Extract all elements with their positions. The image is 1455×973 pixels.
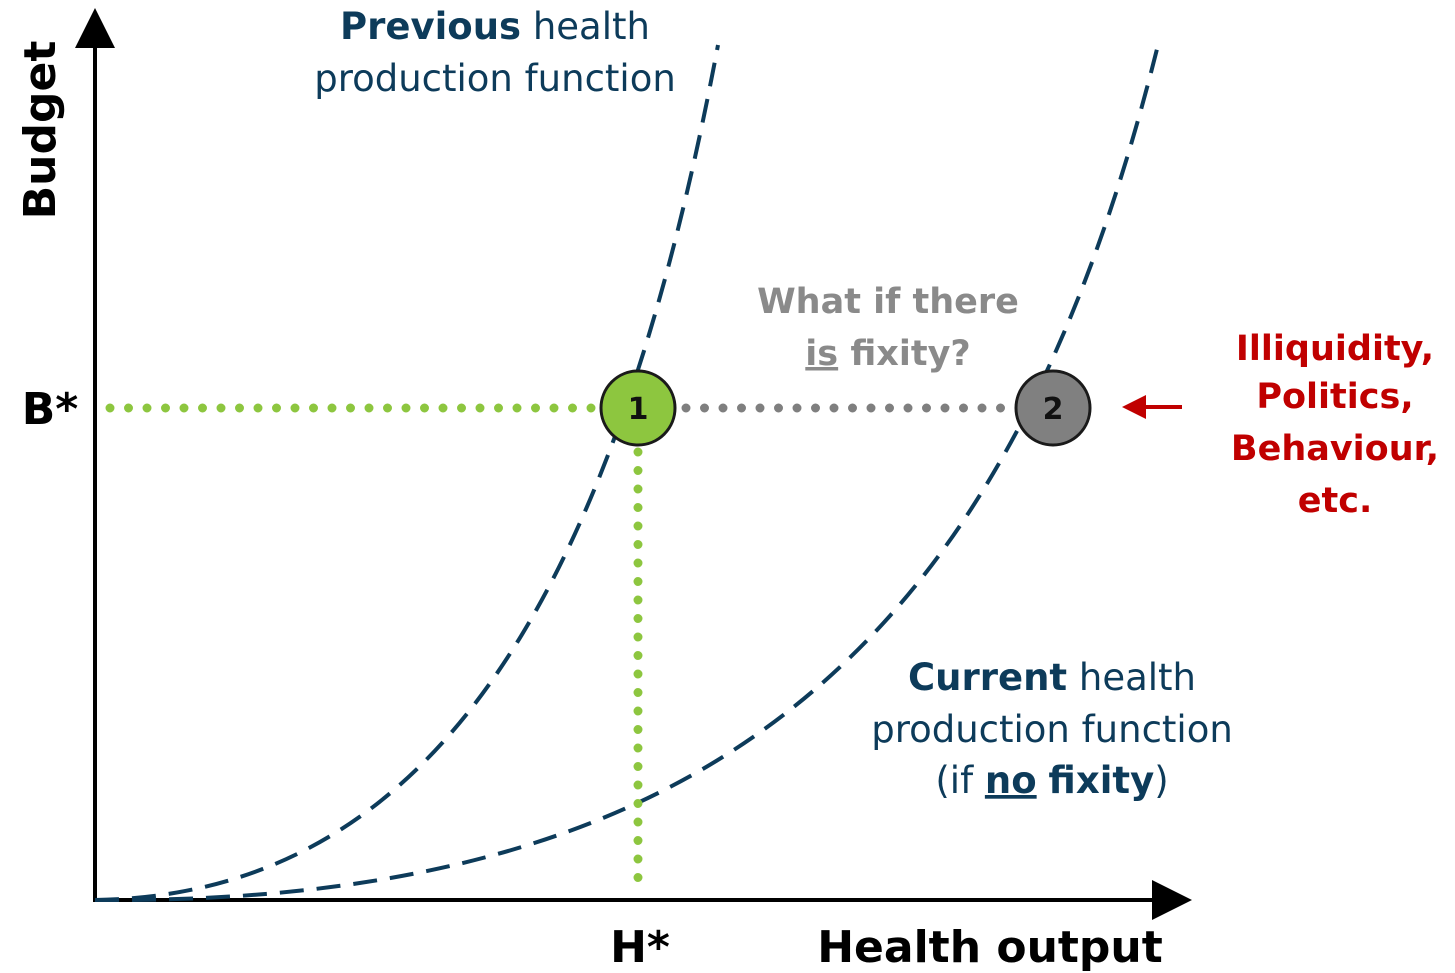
- current-curve: [94, 44, 1160, 903]
- previous-label-line1: Previous health: [340, 5, 650, 48]
- label-text: health: [1079, 656, 1196, 699]
- factor: etc.: [1298, 481, 1373, 521]
- factor: Illiquidity,: [1236, 329, 1434, 369]
- factor: Politics,: [1256, 377, 1413, 417]
- current-label-line1: Current health: [908, 656, 1196, 699]
- factor: Behaviour,: [1231, 429, 1439, 469]
- point-2-label: 2: [1043, 392, 1064, 427]
- label-underlined: no: [985, 759, 1037, 802]
- label-bold: Previous: [340, 5, 521, 48]
- question-underlined: is: [805, 334, 838, 374]
- current-label-line3: (if no fixity): [935, 759, 1168, 802]
- label-text: ): [1154, 759, 1168, 802]
- question-text: fixity?: [850, 334, 970, 374]
- x-marker: H*: [610, 922, 670, 973]
- label-bold: Current: [908, 656, 1067, 699]
- question-line2: is fixity?: [805, 334, 970, 374]
- x-axis-label: Health output: [817, 922, 1163, 973]
- label-bold: fixity: [1048, 759, 1154, 802]
- y-marker: B*: [22, 384, 79, 435]
- current-label-line2: production function: [871, 708, 1233, 751]
- point-1: [599, 369, 677, 447]
- question-line1: What if there: [757, 282, 1019, 322]
- previous-label-line2: production function: [314, 57, 676, 100]
- point-2: [1014, 369, 1092, 447]
- previous-curve: [94, 44, 720, 902]
- y-axis-label: Budget: [15, 41, 66, 220]
- label-text: health: [533, 5, 650, 48]
- point-1-label: 1: [628, 392, 649, 427]
- label-text: (if: [935, 759, 974, 802]
